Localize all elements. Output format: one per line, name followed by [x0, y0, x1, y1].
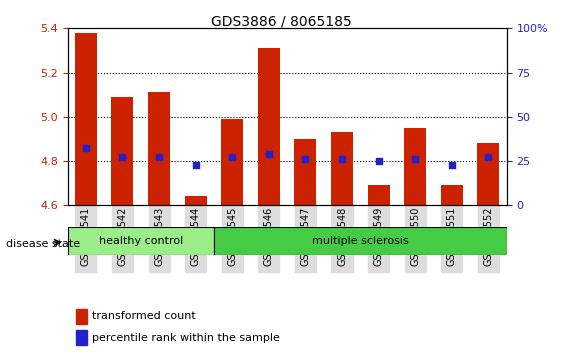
Text: GDS3886 / 8065185: GDS3886 / 8065185	[211, 14, 352, 28]
Bar	[148, 92, 170, 205]
FancyBboxPatch shape	[68, 227, 214, 255]
Bar	[77, 330, 87, 345]
Point	[81, 145, 90, 151]
Bar	[221, 119, 243, 205]
Bar	[75, 33, 97, 205]
Point	[484, 154, 493, 159]
Bar	[331, 132, 353, 205]
Point	[338, 156, 347, 162]
Point	[265, 152, 274, 157]
Point	[301, 156, 310, 162]
Bar	[441, 185, 463, 205]
FancyBboxPatch shape	[214, 227, 507, 255]
Bar	[111, 97, 133, 205]
Text: percentile rank within the sample: percentile rank within the sample	[92, 332, 280, 343]
Point	[227, 154, 237, 159]
Point	[374, 158, 383, 164]
Text: disease state: disease state	[6, 239, 80, 249]
Point	[154, 154, 164, 159]
Bar	[185, 196, 207, 205]
Bar	[294, 139, 316, 205]
Bar	[368, 185, 390, 205]
Point	[447, 162, 456, 168]
Text: healthy control: healthy control	[99, 236, 183, 246]
Point	[118, 154, 127, 159]
Bar	[77, 309, 87, 324]
Bar	[404, 128, 426, 205]
Text: transformed count: transformed count	[92, 311, 195, 321]
Bar	[477, 143, 499, 205]
Text: multiple sclerosis: multiple sclerosis	[312, 236, 409, 246]
Point	[411, 156, 420, 162]
Bar	[258, 48, 280, 205]
Point	[191, 162, 200, 168]
